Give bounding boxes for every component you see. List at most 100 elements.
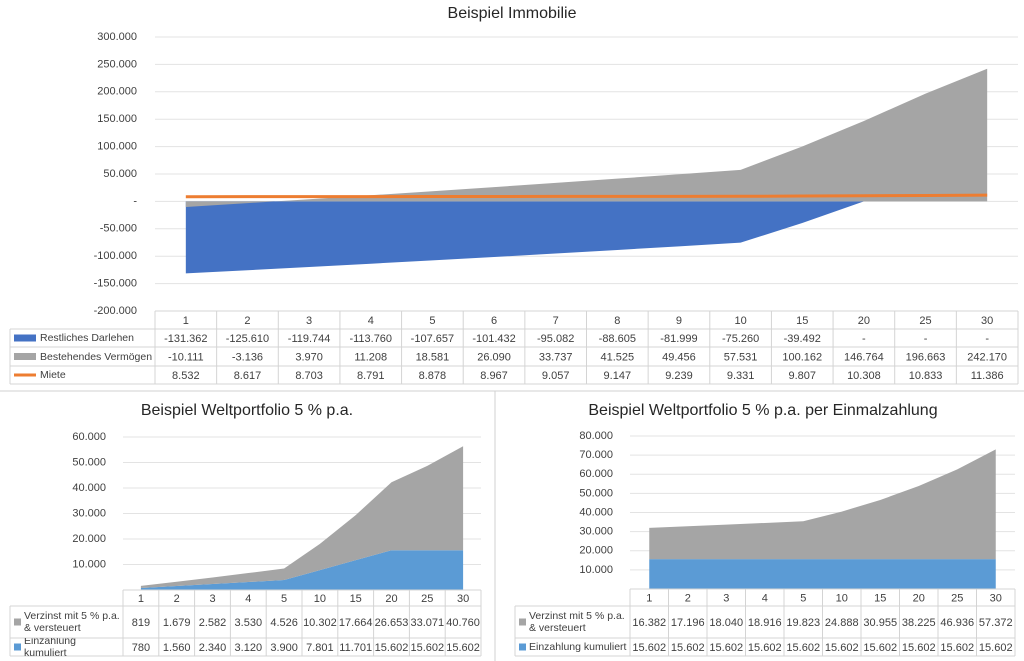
area xyxy=(185,68,988,207)
y-tick-label: -100.000 xyxy=(94,250,137,262)
chart-title: Beispiel Immobilie xyxy=(448,5,577,22)
x-tick-label: 20 xyxy=(913,592,925,604)
table-value: 9.807 xyxy=(788,370,816,382)
legend-label-box: Bestehendes Vermögen xyxy=(40,351,152,363)
x-tick-label: 15 xyxy=(350,593,362,605)
y-tick-label: 150.000 xyxy=(97,113,137,125)
x-tick-label: 1 xyxy=(183,315,189,327)
y-tick-label: 20.000 xyxy=(72,533,106,545)
table-value: -3.136 xyxy=(232,351,263,363)
table-value: 38.225 xyxy=(902,617,936,629)
table-value: 3.530 xyxy=(235,617,263,629)
x-tick-label: 25 xyxy=(421,593,433,605)
legend-label-box: Restliches Darlehen xyxy=(40,332,134,344)
legend-label: Miete xyxy=(40,369,66,381)
area xyxy=(185,201,988,274)
table-value: 49.456 xyxy=(662,351,696,363)
table-value: -107.657 xyxy=(411,333,454,345)
table-value: 17.664 xyxy=(339,617,373,629)
x-tick-label: 20 xyxy=(385,593,397,605)
x-tick-label: 25 xyxy=(919,315,931,327)
y-tick-label: - xyxy=(133,195,137,207)
x-tick-label: 20 xyxy=(858,315,870,327)
y-tick-label: 60.000 xyxy=(72,431,106,443)
table-value: 15.602 xyxy=(748,642,782,654)
table-value: 9.331 xyxy=(727,370,755,382)
table-value: 8.878 xyxy=(419,370,447,382)
legend-label-box: Verzinst mit 5 % p.a. & versteuert xyxy=(529,610,625,634)
y-tick-label: 40.000 xyxy=(579,506,613,518)
x-tick-label: 10 xyxy=(836,592,848,604)
x-tick-label: 1 xyxy=(138,593,144,605)
y-tick-label: 30.000 xyxy=(579,526,613,538)
table-value: 9.239 xyxy=(665,370,693,382)
y-tick-label: -200.000 xyxy=(94,305,137,317)
table-value: 3.970 xyxy=(295,351,323,363)
table-value: 10.308 xyxy=(847,370,881,382)
x-tick-label: 30 xyxy=(457,593,469,605)
table-value: 11.701 xyxy=(339,642,372,654)
y-tick-label: 200.000 xyxy=(97,86,137,98)
legend-label-box: Verzinst mit 5 % p.a. & versteuert xyxy=(24,610,120,634)
y-tick-label: 50.000 xyxy=(103,168,137,180)
x-tick-label: 6 xyxy=(491,315,497,327)
x-tick-label: 8 xyxy=(614,315,620,327)
table-value: 11.208 xyxy=(354,351,387,363)
table-value: 24.888 xyxy=(825,617,859,629)
table-value: 15.602 xyxy=(709,642,743,654)
x-tick-label: 15 xyxy=(796,315,808,327)
table-value: 40.760 xyxy=(446,617,480,629)
table-value: 8.617 xyxy=(234,370,262,382)
table-value: 15.602 xyxy=(786,642,820,654)
table-value: - xyxy=(985,333,989,345)
legend-swatch xyxy=(519,618,526,626)
x-tick-label: 30 xyxy=(990,592,1002,604)
legend-label: Einzahlung kumuliert xyxy=(529,641,627,653)
table-value: -131.362 xyxy=(164,333,207,345)
legend-label: Verzinst mit 5 % p.a. & versteuert xyxy=(24,610,120,634)
x-tick-label: 10 xyxy=(314,593,326,605)
table-value: 196.663 xyxy=(906,351,946,363)
x-tick-label: 9 xyxy=(676,315,682,327)
legend-swatch xyxy=(14,353,36,360)
table-value: 15.602 xyxy=(410,642,444,654)
table-value: 780 xyxy=(132,642,150,654)
x-tick-label: 25 xyxy=(951,592,963,604)
table-value: 3.120 xyxy=(235,642,263,654)
table-value: -39.492 xyxy=(784,333,821,345)
chart-title: Beispiel Weltportfolio 5 % p.a. per Einm… xyxy=(588,402,937,419)
y-tick-label: 50.000 xyxy=(72,456,106,468)
y-tick-label: -50.000 xyxy=(100,223,137,235)
table-value: 26.653 xyxy=(375,617,409,629)
table-value: 57.372 xyxy=(979,617,1013,629)
legend-label-box: Einzahlung kumuliert xyxy=(529,641,627,653)
table-value: 46.936 xyxy=(940,617,974,629)
table-value: 8.791 xyxy=(357,370,385,382)
legend-swatch xyxy=(14,334,36,342)
x-tick-label: 5 xyxy=(429,315,435,327)
x-tick-label: 3 xyxy=(209,593,215,605)
table-value: 15.602 xyxy=(902,642,936,654)
table-value: 18.040 xyxy=(709,617,743,629)
legend-label: Verzinst mit 5 % p.a. & versteuert xyxy=(529,610,625,634)
table-value: 15.602 xyxy=(940,642,974,654)
y-tick-label: 50.000 xyxy=(579,487,613,499)
legend-swatch xyxy=(14,643,21,651)
chart-title: Beispiel Weltportfolio 5 % p.a. xyxy=(141,402,353,419)
x-tick-label: 2 xyxy=(685,592,691,604)
table-value: -81.999 xyxy=(660,333,697,345)
area xyxy=(649,559,996,589)
x-tick-label: 2 xyxy=(244,315,250,327)
y-tick-label: 250.000 xyxy=(97,58,137,70)
table-value: 18.916 xyxy=(748,617,782,629)
x-tick-label: 5 xyxy=(800,592,806,604)
x-tick-label: 15 xyxy=(874,592,886,604)
table-value: 41.525 xyxy=(600,351,634,363)
table-value: 10.833 xyxy=(909,370,943,382)
table-value: 57.531 xyxy=(724,351,758,363)
y-tick-label: 60.000 xyxy=(579,468,613,480)
legend-swatch xyxy=(519,643,526,651)
x-tick-label: 1 xyxy=(646,592,652,604)
legend-label-box: Einzahlung kumuliert xyxy=(24,638,76,656)
